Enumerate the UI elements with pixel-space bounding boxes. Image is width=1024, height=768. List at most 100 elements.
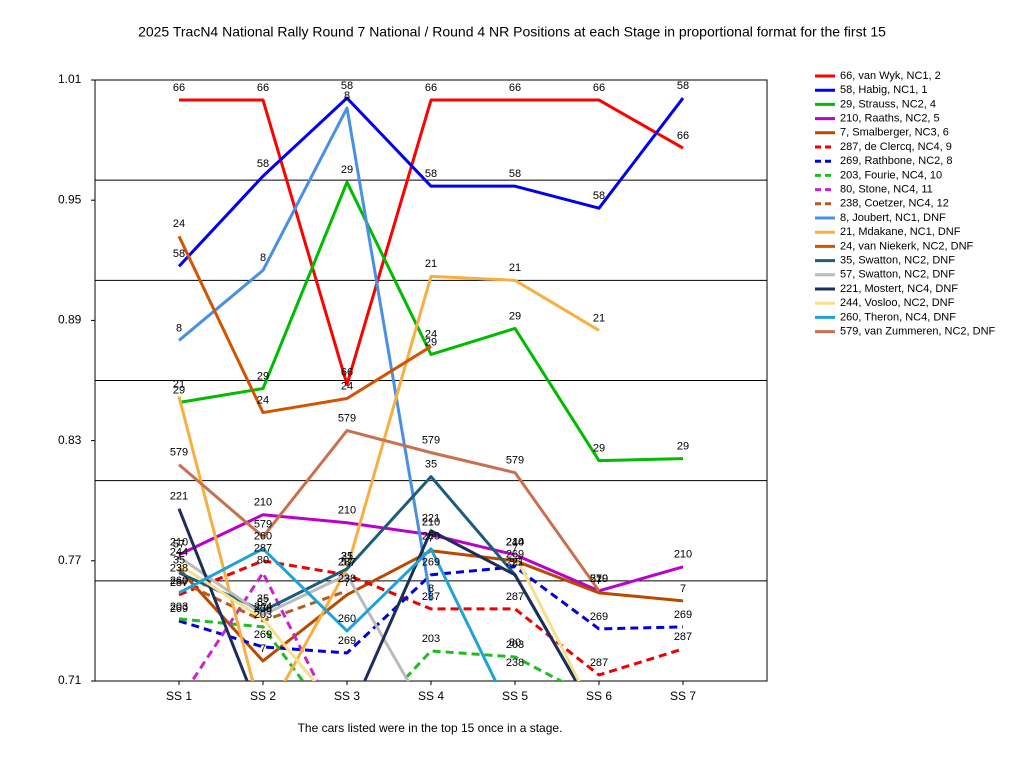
point-label: 7 (176, 551, 182, 563)
point-label: 579 (338, 412, 356, 424)
point-label: 24 (173, 218, 185, 230)
footnote: The cars listed were in the top 15 once … (298, 721, 563, 735)
series-line (178, 547, 498, 681)
legend-label: 80, Stone, NC4, 11 (840, 184, 933, 196)
point-label: 210 (674, 549, 692, 561)
point-label: 269 (170, 603, 188, 615)
point-label: 287 (254, 543, 272, 555)
point-label: 287 (422, 591, 440, 603)
y-tick-label: 0.71 (58, 673, 82, 687)
series-line (178, 180, 684, 463)
legend-label: 24, van Niekerk, NC2, DNF (840, 240, 974, 252)
series-line (178, 106, 433, 602)
point-label: 35 (257, 593, 269, 605)
point-label: 238 (506, 657, 524, 669)
point-label: 8 (260, 252, 266, 264)
point-label: 35 (425, 459, 437, 471)
point-label: 287 (170, 577, 188, 589)
point-label: 21 (425, 258, 437, 270)
point-label: 35 (341, 551, 353, 563)
point-label: 21 (593, 312, 605, 324)
point-label: 269 (506, 549, 524, 561)
legend-label: 210, Raaths, NC2, 5 (840, 113, 940, 125)
series-line (177, 508, 578, 681)
point-label: 57 (257, 597, 269, 609)
point-label: 7 (596, 575, 602, 587)
point-label: 66 (341, 366, 353, 378)
point-label: 203 (506, 639, 524, 651)
point-label: 24 (341, 380, 353, 392)
point-label: 238 (338, 573, 356, 585)
point-label: 269 (338, 635, 356, 647)
point-label: 287 (590, 657, 608, 669)
legend-label: 287, de Clercq, NC4, 9 (840, 141, 952, 153)
x-tick-label: SS 1 (166, 689, 192, 703)
point-label: 7 (680, 583, 686, 595)
point-label: 260 (170, 575, 188, 587)
x-tick-label: SS 6 (586, 689, 612, 703)
point-label: 58 (509, 168, 521, 180)
legend-label: 221, Mostert, NC4, DNF (840, 283, 958, 295)
point-label: 8 (428, 583, 434, 595)
point-label: 21 (341, 551, 353, 563)
point-label: 21 (173, 378, 185, 390)
point-label: 579 (170, 447, 188, 459)
point-label: 7 (512, 543, 518, 555)
legend-label: 35, Swatton, NC2, DNF (840, 255, 955, 267)
point-label: 29 (341, 164, 353, 176)
point-label: 58 (341, 80, 353, 92)
point-label: 221 (422, 513, 440, 525)
chart-title: 2025 TracN4 National Rally Round 7 Natio… (138, 24, 886, 40)
point-label: 8 (176, 322, 182, 334)
point-label: 29 (173, 384, 185, 396)
point-label: 29 (677, 441, 689, 453)
x-tick-label: SS 4 (418, 689, 444, 703)
point-label: 7 (260, 643, 266, 655)
point-label: 210 (506, 537, 524, 549)
point-label: 29 (593, 443, 605, 455)
series-line (178, 555, 410, 681)
point-label: 24 (425, 328, 437, 340)
point-label: 66 (677, 130, 689, 142)
x-tick-label: SS 7 (670, 689, 696, 703)
point-label: 58 (173, 248, 185, 260)
series-line (177, 96, 685, 268)
legend-label: 58, Habig, NC1, 1 (840, 84, 927, 96)
point-label: 238 (170, 563, 188, 575)
point-label: 58 (677, 80, 689, 92)
point-label: 221 (170, 491, 188, 503)
point-label: 203 (170, 601, 188, 613)
point-label: 260 (422, 531, 440, 543)
series-lines (177, 96, 685, 681)
legend-label: 21, Mdakane, NC1, DNF (840, 226, 961, 238)
point-label: 203 (422, 633, 440, 645)
legend-label: 579, van Zummeren, NC2, DNF (840, 326, 996, 338)
point-label: 269 (422, 557, 440, 569)
y-tick-label: 1.01 (58, 72, 82, 86)
point-label: 579 (422, 435, 440, 447)
x-tick-label: SS 2 (250, 689, 276, 703)
point-label: 238 (254, 603, 272, 615)
point-label: 80 (509, 637, 521, 649)
point-label: 66 (425, 82, 437, 94)
legend-label: 269, Rathbone, NC2, 8 (840, 155, 953, 167)
series-line (177, 235, 432, 415)
point-label: 8 (344, 90, 350, 102)
point-label: 29 (509, 310, 521, 322)
point-label: 210 (590, 573, 608, 585)
point-label: 210 (170, 537, 188, 549)
series-line (178, 617, 565, 681)
legend-label: 29, Strauss, NC2, 4 (840, 98, 936, 110)
point-label: 244 (506, 537, 524, 549)
point-label: 7 (428, 533, 434, 545)
point-label: 579 (590, 573, 608, 585)
y-tick-label: 0.89 (58, 313, 82, 327)
point-label: 57 (173, 539, 185, 551)
point-label: 210 (338, 505, 356, 517)
y-tick-label: 0.77 (58, 553, 82, 567)
series-line (178, 429, 601, 592)
legend-label: 244, Vosloo, NC2, DNF (840, 297, 955, 309)
point-label: 579 (506, 455, 524, 467)
legend-label: 238, Coetzer, NC4, 12 (840, 198, 949, 210)
x-tick-label: SS 3 (334, 689, 360, 703)
